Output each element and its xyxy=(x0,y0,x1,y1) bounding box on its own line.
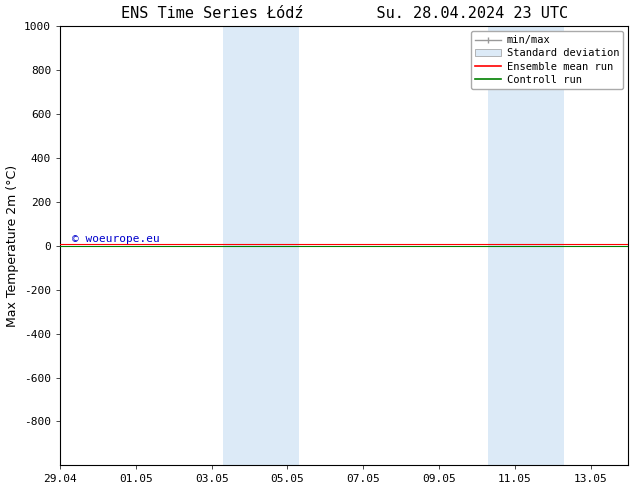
Bar xyxy=(223,26,299,466)
Text: © woeurope.eu: © woeurope.eu xyxy=(72,234,159,244)
Bar xyxy=(488,26,564,466)
Legend: min/max, Standard deviation, Ensemble mean run, Controll run: min/max, Standard deviation, Ensemble me… xyxy=(471,31,623,89)
Title: ENS Time Series Łódź        Su. 28.04.2024 23 UTC: ENS Time Series Łódź Su. 28.04.2024 23 U… xyxy=(120,5,568,21)
Y-axis label: Max Temperature 2m (°C): Max Temperature 2m (°C) xyxy=(6,165,18,327)
